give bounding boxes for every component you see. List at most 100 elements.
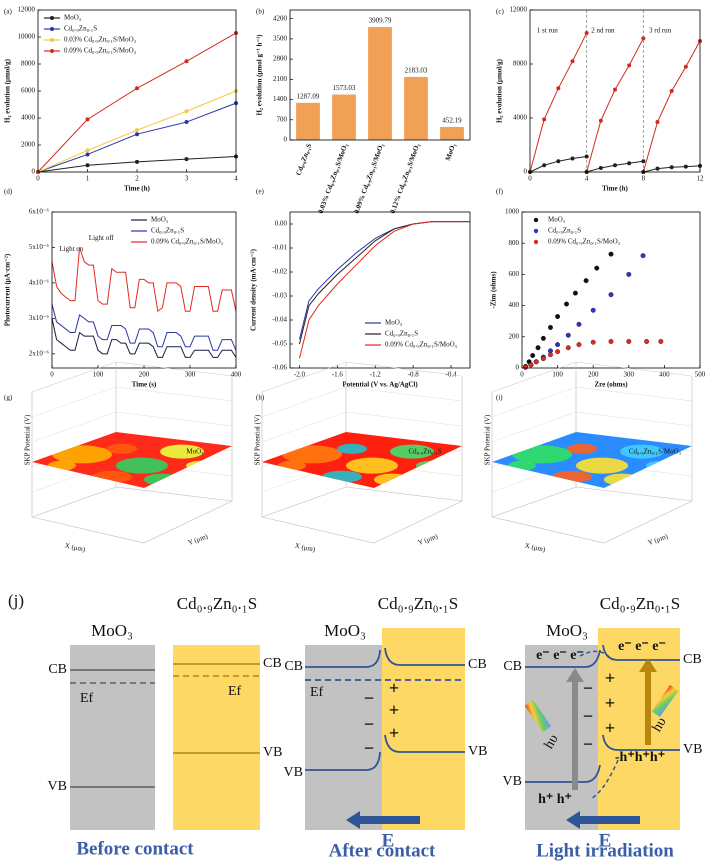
data-point [594,265,600,271]
bar [368,27,392,141]
y-axis-label: Y (μm) [417,532,440,547]
x-tick-label: -2.0 [294,371,306,379]
plot-frame [529,9,701,173]
legend-label: Cd₀.₉Zn₀.₁S [151,227,184,235]
grid-line [31,386,233,418]
surface-plot: Cd₀.₉Zn₀.₁S SKP Potential (V) X (μm) Y (μm) [254,361,464,554]
value-label: 452.19 [442,117,462,125]
photon-label: hυ [650,715,670,735]
level-label: CB [284,659,303,674]
y-tick-label: 400 [509,301,520,309]
y-tick-label: 0 [284,136,288,144]
y-tick-label: 2x10⁻⁶ [29,349,50,357]
grid-line [31,411,233,443]
charge: − [583,734,593,754]
y-tick-label: 0.00 [275,220,288,228]
y-tick-label: 700 [277,115,288,123]
plot-frame [289,9,471,141]
legend-label: Cd₀.₉Zn₀.₁S [64,25,97,33]
data-point [556,86,561,91]
panel-label: (d) [4,188,13,196]
value-label: 1287.09 [297,92,320,100]
caption: Before contact [76,838,194,859]
data-point [576,342,582,348]
surface-patch [160,444,204,459]
legend-label: Cd₀.₉Zn₀.₁S [548,227,581,235]
legend-marker [50,16,54,20]
level-label: Ef [310,685,324,700]
data-point [540,356,546,362]
data-point [542,163,547,168]
x-axis-label: X (μm) [524,542,547,554]
data-point [184,109,189,114]
bar [440,126,464,140]
light-icon [651,685,679,717]
y-tick-label: 4x10⁻⁶ [29,279,50,287]
data-point [576,321,582,327]
y-tick-label: 4200 [273,14,288,22]
surface-patch [512,445,572,464]
material-label: Cd₀.₉Zn₀.₁S [600,594,680,613]
grid-line [491,411,693,443]
cb-band [384,647,465,666]
data-point [85,148,90,153]
x-tick-label: 0.12% Cd₀.₉Zn₀.₁S/MoO₃ [389,142,422,214]
data-point [564,301,569,307]
y-tick-label: 5x10⁻⁶ [29,243,50,251]
legend-label: 0.03% Cd₀.₉Zn₀.₁S/MoO₃ [64,36,137,44]
field-arrow [566,811,640,829]
material-label: MoO₃ [91,621,133,640]
y-axis-label: Y (μm) [187,532,210,547]
y-tick-label: 6x10⁻⁶ [29,208,50,216]
legend-marker [533,239,539,245]
x-tick-label: 400 [659,371,670,379]
field-arrow [346,811,420,829]
data-point [565,345,571,351]
plot-frame [289,211,471,369]
data-point [626,339,632,344]
charge: − [364,738,374,758]
x-tick-label: -1.2 [370,371,382,379]
series-line [529,155,587,173]
data-point [135,132,139,137]
y-tick-label: 0 [524,168,528,176]
surface-patch [144,473,180,486]
data-point [683,164,688,169]
surface-patch [552,470,592,483]
surface-plot: Cd₀.₉Zn₀.₁S/MoO₃ SKP Potential (V) X (μm) Y… [484,361,694,554]
x-tick-label: 200 [588,371,599,379]
data-point [533,359,539,365]
y-tick-label: -0.06 [272,364,287,372]
data-point [598,118,603,123]
x-tick-label: Cd₀.₉Zn₀.₁S [294,142,313,176]
series-line [298,221,470,359]
annotation: 1 st run [537,27,559,35]
level-label: VB [263,745,282,760]
holes: h⁺ h⁺ [538,792,572,807]
y-tick-label: -0.03 [272,292,287,300]
panel-label: (c) [496,8,504,16]
vb-band [384,734,465,753]
surface-patch [282,445,342,464]
data-point [640,253,646,259]
legend-label: 0.09% Cd₀.₉Zn₀.₁S/MoO₃ [151,238,224,246]
x-tick-label: 100 [93,371,104,379]
panel-label: (g) [4,394,13,402]
level-label: VB [503,774,522,789]
surface-patch [107,443,137,454]
surface-patch [337,443,367,454]
series-line [529,32,588,173]
annotation: Light on [59,245,83,253]
grid-line [261,411,463,443]
y-axis-label: Y (μm) [647,532,670,547]
data-point [540,335,546,341]
surface-patch [390,444,434,459]
surface-plot: MoO₃ SKP Potential (V) X (μm) Y (μm) [24,361,234,554]
charge: + [389,700,399,720]
x-tick-label: 500 [695,371,706,379]
surface-patch [116,457,168,474]
x-tick-label: 300 [624,371,635,379]
data-point [613,163,617,168]
z-axis-label: SKP Potential (V) [24,414,32,465]
x-axis-label: Zre (ohms) [594,381,628,389]
